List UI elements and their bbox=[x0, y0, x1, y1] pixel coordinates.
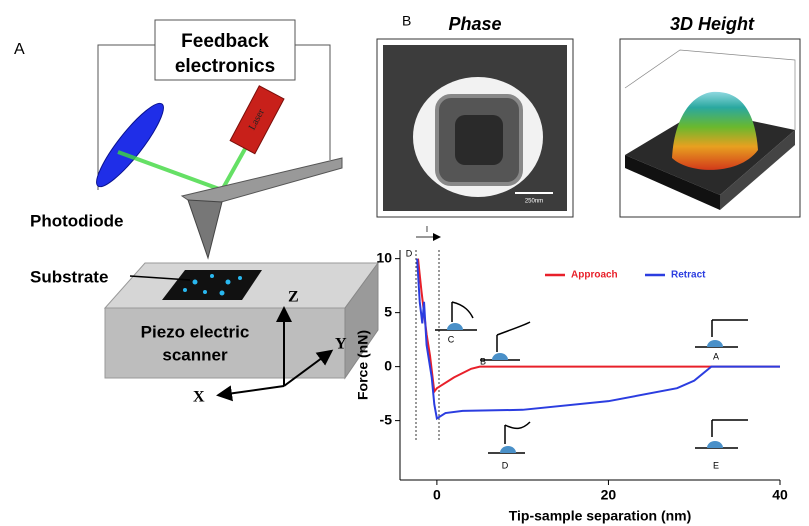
scanner-label: scanner bbox=[162, 345, 228, 364]
y-tick-label: -5 bbox=[380, 411, 393, 427]
annotation: D bbox=[406, 248, 413, 258]
x-tick-label: 0 bbox=[433, 487, 441, 503]
y-axis-label: Force (nN) bbox=[355, 330, 371, 400]
legend-label: Retract bbox=[671, 270, 706, 281]
feedback-label: Feedback bbox=[181, 31, 269, 52]
scanner-label: Piezo electric bbox=[141, 322, 250, 341]
legend-label: Approach bbox=[571, 270, 618, 281]
annotation: I bbox=[426, 225, 428, 234]
axis-y: Y bbox=[335, 336, 347, 353]
sample-bumps bbox=[447, 323, 723, 453]
panel-label: A bbox=[14, 41, 25, 58]
x-axis-label: Tip-sample separation (nm) bbox=[509, 508, 692, 524]
annotation: C bbox=[448, 334, 455, 344]
wire bbox=[295, 45, 330, 160]
y-tick-label: 0 bbox=[384, 357, 392, 373]
axis-x: X bbox=[193, 389, 205, 406]
y-tick-label: 5 bbox=[384, 303, 392, 319]
photodiode-label: Photodiode bbox=[30, 211, 123, 230]
image-title: Phase bbox=[448, 14, 501, 34]
particle-center bbox=[455, 115, 503, 165]
annotation: E bbox=[713, 460, 719, 470]
figure: A Feedback electronics Laser Photodiode … bbox=[0, 0, 809, 526]
cantilever-icons bbox=[435, 302, 748, 453]
y-tick-label: 10 bbox=[376, 249, 392, 265]
x-tick-label: 20 bbox=[601, 487, 617, 503]
panel-label: B bbox=[402, 13, 411, 29]
laser: Laser bbox=[230, 86, 284, 154]
feedback-label: electronics bbox=[175, 56, 275, 77]
annotation: B bbox=[480, 356, 486, 366]
panel-a: A Feedback electronics Laser Photodiode … bbox=[14, 20, 378, 406]
axis-z: Z bbox=[288, 289, 299, 306]
image-title: 3D Height bbox=[670, 14, 755, 34]
substrate-label: Substrate bbox=[30, 267, 108, 286]
force-chart: -5 0 5 10 0 20 40 Tip-sample separation (nm) For… bbox=[355, 225, 788, 524]
annotation: A bbox=[713, 351, 719, 361]
annotation: D bbox=[502, 460, 509, 470]
x-tick-label: 40 bbox=[772, 487, 788, 503]
photodiode bbox=[89, 97, 172, 194]
scale-label: 250nm bbox=[525, 199, 543, 205]
panel-b: B Phase 3D Height 250nm bbox=[377, 13, 800, 217]
series-line bbox=[417, 259, 780, 419]
tip bbox=[188, 200, 222, 258]
